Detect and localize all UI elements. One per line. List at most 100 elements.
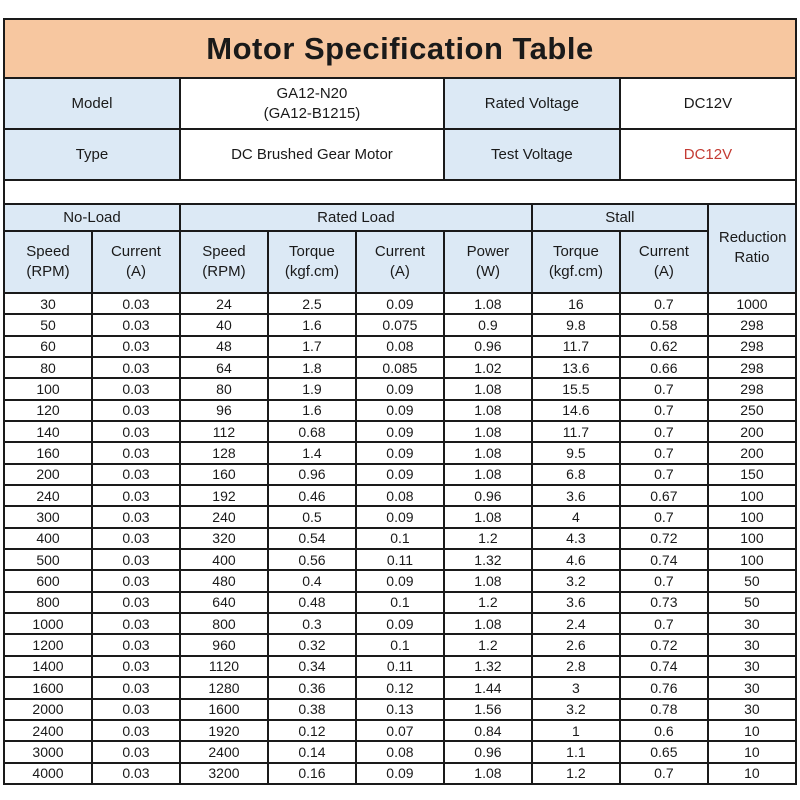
model-value-line2: (GA12-B1215)	[263, 104, 361, 122]
subheader-unit: (A)	[653, 263, 674, 281]
table-cell: 0.03	[90, 441, 181, 465]
table-row: 240 0.03 192 0.46 0.08 0.96 3.6 0.67 100	[3, 484, 798, 508]
table-cell: 1.2	[442, 526, 533, 551]
table-cell: 0.96	[442, 484, 533, 508]
table-cell: 14.6	[530, 398, 621, 423]
data-rows: 30 0.03 24 2.5 0.09 1.08 16 0.7 1000 50 …	[3, 291, 798, 786]
table-row: 800 0.03 640 0.48 0.1 1.2 3.6 0.73 50	[3, 590, 798, 615]
table-cell: 1.08	[442, 441, 533, 465]
subheader-stall-current: Current (A)	[618, 230, 709, 294]
subheader-top: Torque	[289, 242, 335, 260]
table-cell: 2.6	[530, 633, 621, 657]
table-cell: 1.08	[442, 761, 533, 786]
table-cell: 0.03	[90, 676, 181, 700]
table-cell: 0.67	[618, 484, 709, 508]
table-cell: 140	[3, 420, 93, 444]
table-cell: 640	[178, 590, 269, 615]
table-cell: 1.44	[442, 676, 533, 700]
table-cell: 0.66	[618, 355, 709, 380]
table-cell: 1.56	[442, 697, 533, 721]
table-cell: 0.12	[354, 676, 445, 700]
table-cell: 0.03	[90, 462, 181, 487]
table-cell: 1.02	[442, 355, 533, 380]
table-cell: 0.03	[90, 484, 181, 508]
table-cell: 0.7	[618, 377, 709, 401]
subheader-top: Current	[110, 242, 161, 260]
table-cell: 0.14	[266, 740, 357, 764]
subheader-unit: (kgf.cm)	[548, 263, 603, 281]
table-cell: 40	[178, 313, 269, 337]
model-label: Model	[3, 77, 181, 131]
table-cell: 0.4	[266, 569, 357, 593]
table-cell: 500	[3, 548, 93, 572]
subheader-unit: (A)	[389, 263, 410, 281]
table-cell: 298	[706, 313, 798, 337]
table-cell: 13.6	[530, 355, 621, 380]
table-cell: 0.7	[618, 441, 709, 465]
table-row: 160 0.03 128 1.4 0.09 1.08 9.5 0.7 200	[3, 441, 798, 465]
table-row: 60 0.03 48 1.7 0.08 0.96 11.7 0.62 298	[3, 334, 798, 359]
table-cell: 800	[3, 590, 93, 615]
table-cell: 1600	[3, 676, 93, 700]
table-cell: 24	[178, 291, 269, 316]
table-cell: 11.7	[530, 420, 621, 444]
table-cell: 0.1	[354, 590, 445, 615]
table-cell: 100	[706, 548, 798, 572]
table-cell: 2.5	[266, 291, 357, 316]
table-cell: 0.07	[354, 718, 445, 743]
table-row: 600 0.03 480 0.4 0.09 1.08 3.2 0.7 50	[3, 569, 798, 593]
table-cell: 9.8	[530, 313, 621, 337]
table-cell: 298	[706, 334, 798, 359]
table-cell: 0.54	[266, 526, 357, 551]
sub-header-row: Speed (RPM) Current (A) Speed (RPM) Torq…	[3, 230, 796, 294]
table-cell: 0.085	[354, 355, 445, 380]
table-cell: 1.7	[266, 334, 357, 359]
table-cell: 0.74	[618, 654, 709, 679]
table-cell: 0.03	[90, 761, 181, 786]
table-cell: 0.96	[266, 462, 357, 487]
subheader-stall-torque: Torque (kgf.cm)	[530, 230, 621, 294]
table-cell: 10	[706, 718, 798, 743]
table-cell: 100	[3, 377, 93, 401]
model-value-line1: GA12-N20	[276, 85, 348, 103]
table-cell: 0.76	[618, 676, 709, 700]
table-cell: 0.65	[618, 740, 709, 764]
table-cell: 1280	[178, 676, 269, 700]
table-cell: 1.8	[266, 355, 357, 380]
table-cell: 192	[178, 484, 269, 508]
table-row: 30 0.03 24 2.5 0.09 1.08 16 0.7 1000	[3, 291, 798, 316]
table-cell: 0.08	[354, 334, 445, 359]
table-cell: 0.03	[90, 420, 181, 444]
table-cell: 0.48	[266, 590, 357, 615]
table-cell: 1000	[3, 612, 93, 636]
rated-voltage-label: Rated Voltage	[442, 77, 621, 131]
table-cell: 600	[3, 569, 93, 593]
table-cell: 240	[178, 505, 269, 529]
table-cell: 128	[178, 441, 269, 465]
subheader-rated-speed: Speed (RPM)	[178, 230, 269, 294]
table-cell: 0.03	[90, 355, 181, 380]
table-cell: 30	[706, 697, 798, 721]
table-cell: 0.36	[266, 676, 357, 700]
table-cell: 0.78	[618, 697, 709, 721]
table-row: 4000 0.03 3200 0.16 0.09 1.08 1.2 0.7 10	[3, 761, 798, 786]
table-cell: 0.38	[266, 697, 357, 721]
subheader-top: Speed	[202, 242, 246, 260]
table-cell: 1.32	[442, 548, 533, 572]
table-row: 400 0.03 320 0.54 0.1 1.2 4.3 0.72 100	[3, 526, 798, 551]
table-cell: 150	[706, 462, 798, 487]
table-cell: 1.08	[442, 505, 533, 529]
table-cell: 0.6	[618, 718, 709, 743]
table-cell: 0.03	[90, 377, 181, 401]
table-cell: 0.09	[354, 291, 445, 316]
model-value: GA12-N20 (GA12-B1215)	[178, 77, 445, 131]
table-row: 2000 0.03 1600 0.38 0.13 1.56 3.2 0.78 3…	[3, 697, 798, 721]
table-cell: 16	[530, 291, 621, 316]
table-cell: 30	[3, 291, 93, 316]
table-cell: 400	[178, 548, 269, 572]
table-cell: 0.03	[90, 633, 181, 657]
table-row: 300 0.03 240 0.5 0.09 1.08 4 0.7 100	[3, 505, 798, 529]
table-cell: 160	[178, 462, 269, 487]
table-cell: 320	[178, 526, 269, 551]
